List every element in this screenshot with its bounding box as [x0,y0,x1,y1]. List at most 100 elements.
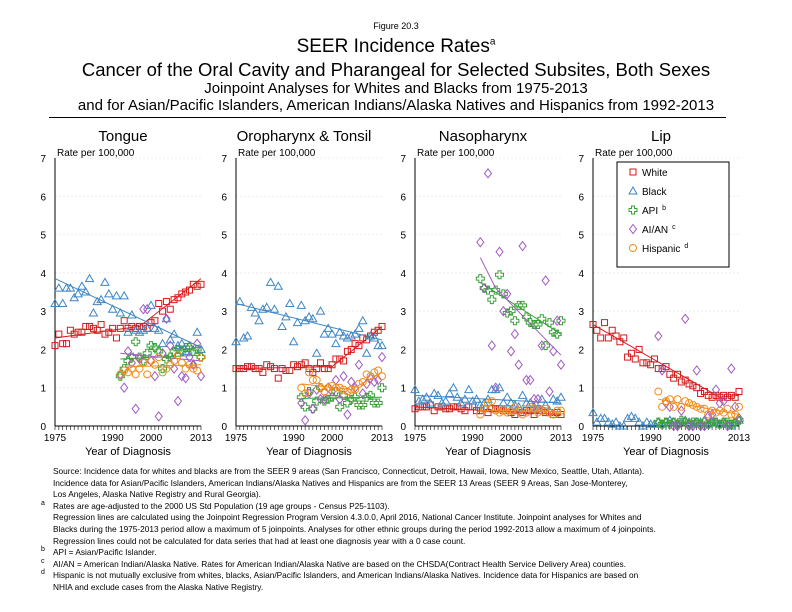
y-axis-label: Rate per 100,000 [57,148,135,159]
legend-marker-cross [628,205,638,215]
chart-title: SEER Incidence Ratesa [0,36,792,58]
data-point [80,286,91,296]
y-axis-label: Rate per 100,000 [595,148,673,159]
data-point [170,356,179,365]
y-tick-label: 3 [578,307,584,318]
data-point [537,406,546,415]
data-point [273,281,284,290]
data-point [315,306,326,315]
data-point [112,334,120,342]
data-point [305,365,313,373]
data-point [502,308,512,318]
legend-label: White [642,168,668,179]
data-point [162,298,170,306]
data-point [334,327,345,336]
y-tick-label: 6 [578,192,584,203]
data-point [242,331,253,340]
x-tick-label: 2013 [190,433,213,444]
data-point [327,329,337,338]
data-point [301,414,310,426]
data-point [331,374,341,386]
data-point [684,420,694,432]
legend-sup: d [684,243,688,250]
data-point [346,331,357,340]
data-point [723,420,732,432]
legend-box [616,161,730,268]
data-point [533,408,542,417]
data-point [491,285,501,295]
data-point [358,388,367,399]
data-point [370,376,379,388]
data-point [301,389,310,398]
data-point [328,381,337,390]
footnote-text: Rates are age-adjusted to the 2000 US St… [53,500,390,511]
data-point [323,323,334,332]
data-point [545,386,554,397]
data-point [343,387,352,396]
data-point [120,366,129,375]
data-point [483,167,493,179]
data-point [342,332,353,342]
data-point [361,348,372,357]
panel-title: Tongue [98,128,147,145]
data-point [480,404,489,413]
footnote-marker: c [41,557,45,565]
data-point [355,342,363,350]
legend-marker-circle [629,244,637,252]
data-point [111,290,122,300]
footnote-line: a Rates are age-adjusted to the 2000 US S… [40,500,780,513]
data-point [197,353,205,362]
data-point [292,317,303,327]
data-point [162,313,171,325]
data-point [518,300,528,310]
data-point [358,400,368,410]
y-tick-label: 4 [40,269,46,280]
data-point [290,361,298,369]
data-point [258,304,268,313]
x-tick-label: 1975 [404,433,427,444]
footnote-line: Source: Incidence data for whites and bl… [40,466,780,478]
data-point [553,315,562,327]
data-point [308,404,318,414]
data-point [308,376,317,385]
data-point [105,328,113,336]
data-point [146,300,156,309]
data-point [448,382,459,392]
data-point [440,396,451,405]
panel-title: Oropharynx & Tonsil [237,128,372,145]
data-point [434,403,442,411]
data-point [549,346,558,357]
data-point [103,288,114,298]
y-tick-label: 3 [400,307,406,318]
data-point [680,417,690,427]
trend-line [235,326,383,370]
y-tick-label: 3 [40,307,46,318]
footnote-line: Incidence data for Asian/Pacific Islande… [40,478,780,490]
x-tick-label: 1990 [462,433,485,444]
y-axis-label: Rate per 100,000 [417,148,495,159]
data-point [499,305,508,317]
data-point [189,280,197,288]
data-point [317,359,325,367]
data-point [370,328,378,336]
data-point [495,246,504,258]
data-point [673,395,682,404]
data-point [154,353,163,362]
data-point [735,388,743,396]
data-point [327,392,337,402]
data-point [544,318,554,328]
data-point [650,355,658,363]
data-point [654,330,663,342]
data-point [177,358,186,367]
data-point [704,391,712,399]
data-point [343,409,352,420]
data-point [100,277,110,286]
data-point [666,370,674,378]
legend-label: Black [642,187,667,198]
data-point [627,349,635,357]
data-point [362,370,371,379]
data-point [719,395,728,407]
title-text: SEER Incidence Rates [296,36,490,57]
data-point [154,411,163,422]
